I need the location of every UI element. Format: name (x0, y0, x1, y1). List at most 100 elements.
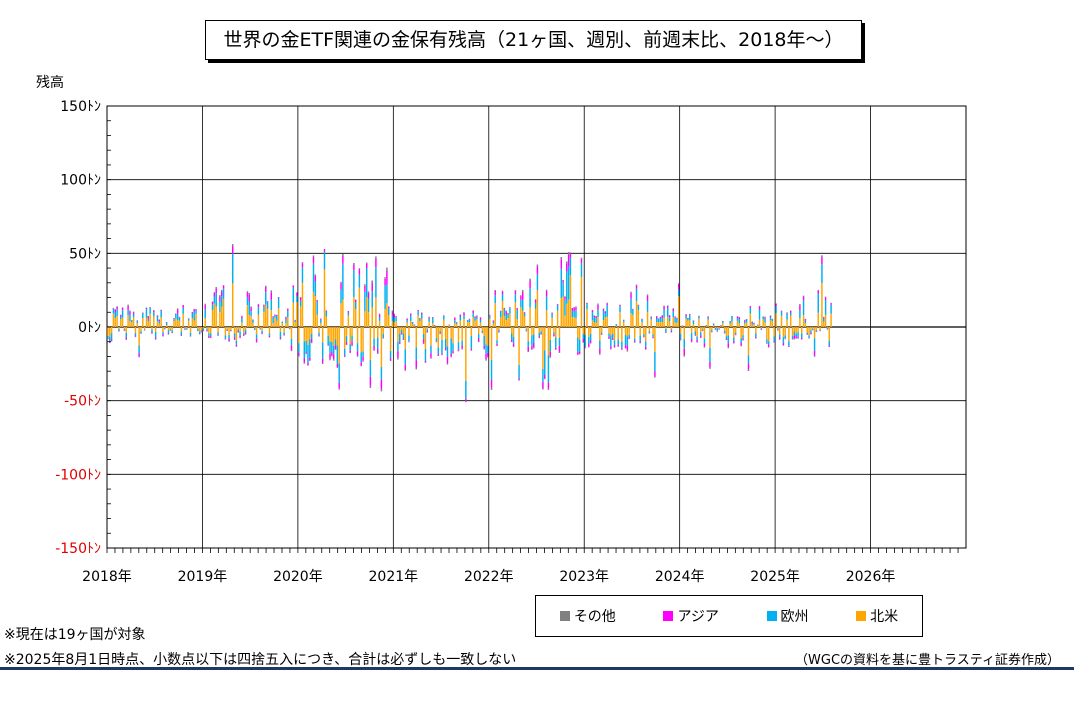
bar-segment (400, 329, 403, 333)
bar-segment (498, 332, 500, 333)
bar-segment (220, 291, 223, 297)
bar-segment (378, 314, 381, 318)
bar-segment (766, 327, 768, 340)
bar-segment (129, 310, 131, 312)
bar-segment (806, 334, 808, 335)
bar-segment (404, 327, 406, 350)
bar-segment (195, 309, 197, 311)
bar-segment (397, 341, 399, 352)
bar-segment (270, 292, 273, 300)
bar-segment (388, 306, 390, 307)
bar-segment (613, 345, 616, 348)
bar-segment (419, 318, 421, 319)
bar-segment (578, 339, 581, 352)
bar-segment (263, 306, 265, 312)
bar-segment (153, 310, 155, 313)
legend-label-north-america: 北米 (870, 609, 899, 625)
bar-segment (696, 336, 698, 340)
bar-segment (432, 323, 434, 327)
bar-segment (534, 299, 537, 300)
bar-segment (327, 345, 329, 346)
bar-segment (782, 345, 785, 346)
bar-segment (314, 275, 317, 282)
bar-segment (433, 326, 436, 327)
bar-segment (450, 354, 452, 357)
bar-segment (332, 354, 335, 360)
bar-segment (824, 297, 827, 301)
bar-segment (343, 356, 346, 358)
bar-segment (209, 337, 212, 339)
bar-segment (716, 331, 719, 332)
bar-segment (547, 388, 550, 390)
bar-segment (417, 311, 419, 316)
bar-segment (687, 320, 689, 327)
bar-segment (481, 332, 484, 333)
bar-segment (461, 348, 463, 350)
bar-segment (277, 297, 280, 298)
bar-segment (167, 327, 170, 331)
bar-segment (222, 285, 225, 286)
bar-segment (496, 343, 498, 346)
bar-segment (512, 337, 515, 344)
bar-segment (751, 321, 753, 323)
bar-segment (577, 327, 579, 338)
bar-segment (345, 336, 348, 342)
bar-segment (791, 327, 794, 337)
bar-segment (393, 322, 395, 327)
bar-segment (261, 333, 263, 335)
bar-segment (134, 327, 137, 334)
bar-segment (558, 327, 561, 339)
bar-segment (334, 348, 337, 350)
bar-segment (560, 268, 563, 299)
bar-segment (580, 276, 583, 327)
bar-segment (375, 258, 377, 268)
bar-segment (415, 367, 418, 370)
bar-segment (564, 296, 566, 300)
bar-segment (542, 381, 544, 389)
bar-segment (681, 326, 684, 327)
bar-segment (826, 327, 829, 328)
bar-segment (290, 338, 293, 346)
bar-segment (624, 345, 627, 348)
bar-segment (125, 337, 128, 340)
bar-segment (672, 308, 674, 309)
bar-segment (755, 337, 757, 339)
bar-segment (795, 338, 797, 339)
bar-segment (573, 307, 575, 312)
bar-segment (123, 327, 126, 330)
bar-segment (118, 327, 120, 330)
bar-segment (136, 320, 139, 324)
bar-segment (125, 327, 128, 333)
bar-segment (388, 306, 390, 309)
bar-segment (220, 306, 223, 327)
bar-segment (283, 327, 285, 333)
bar-segment (705, 324, 708, 326)
bar-segment (233, 339, 236, 340)
bar-segment (678, 284, 680, 290)
bar-segment (165, 322, 168, 323)
bar-segment (655, 322, 658, 327)
bar-segment (549, 351, 552, 357)
bar-segment (353, 264, 355, 271)
bar-segment (628, 327, 630, 335)
bar-segment (771, 318, 774, 320)
bar-segment (215, 287, 217, 289)
bar-segment (362, 360, 364, 362)
bar-segment (474, 316, 476, 319)
bar-segment (670, 330, 673, 333)
bar-segment (764, 316, 766, 318)
bar-segment (198, 331, 201, 334)
bar-segment (164, 328, 166, 330)
bar-segment (165, 322, 168, 326)
bar-segment (716, 330, 719, 332)
bar-segment (384, 285, 386, 310)
bar-segment (766, 342, 768, 344)
bar-segment (138, 353, 140, 357)
bar-segment (588, 343, 590, 347)
bar-segment (499, 317, 502, 327)
bar-segment (698, 316, 700, 319)
bar-segment (824, 314, 827, 327)
bar-segment (762, 316, 764, 320)
bar-segment (151, 331, 153, 334)
bar-segment (611, 333, 614, 339)
